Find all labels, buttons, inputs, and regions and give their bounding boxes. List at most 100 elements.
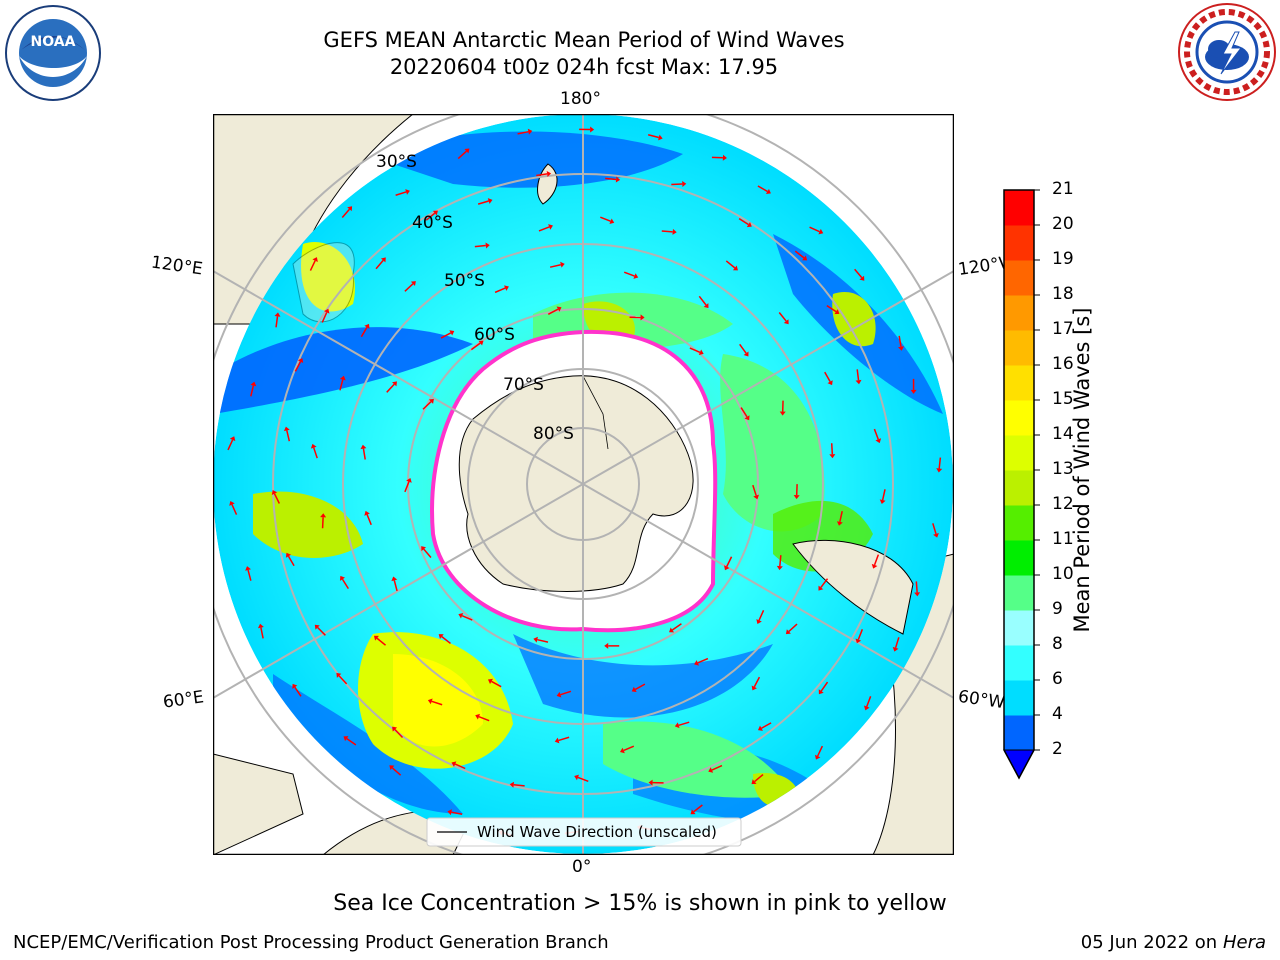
wave-direction-arrowhead	[373, 635, 379, 641]
wave-direction-arrowhead	[682, 180, 687, 187]
wave-direction-arrow	[422, 401, 432, 410]
wave-direction-arrow	[577, 776, 589, 782]
wave-direction-arrowhead	[451, 761, 457, 767]
wave-direction-arrowhead	[360, 444, 367, 450]
wave-direction-arrow	[275, 316, 279, 328]
wave-direction-arrow	[761, 722, 772, 729]
wave-direction-arrow	[758, 609, 765, 621]
wave-direction-arrowhead	[406, 477, 412, 483]
wave-direction-arrow	[778, 312, 787, 322]
wind-wave-arrows	[227, 126, 943, 837]
wave-direction-arrowhead	[855, 638, 862, 644]
wave-direction-arrowhead	[936, 468, 943, 473]
wave-direction-arrow	[779, 555, 782, 567]
wave-direction-arrow	[794, 250, 805, 259]
wave-direction-arrowhead	[834, 309, 840, 315]
wave-direction-arrow	[856, 369, 860, 381]
wave-direction-arrowhead	[310, 443, 317, 449]
wave-direction-arrowhead	[229, 436, 236, 442]
wave-direction-arrowhead	[458, 612, 464, 619]
wave-direction-arrow	[915, 581, 918, 593]
wave-direction-arrowhead	[776, 565, 783, 571]
wave-direction-arrowhead	[802, 255, 808, 261]
wave-direction-arrowhead	[274, 312, 281, 317]
wave-direction-arrow	[457, 150, 467, 160]
colorbar: 2 4 6 8 9 10 11 12 13 14 15 16 17 18 19 20 21	[1000, 179, 1120, 786]
wave-direction-arrowhead	[785, 629, 791, 635]
wave-direction-arrowhead	[546, 170, 552, 177]
wave-direction-arrow	[698, 295, 707, 306]
lon-label-bottom: 0°	[572, 857, 592, 877]
wave-direction-arrow	[739, 343, 747, 354]
wave-direction-arrowhead	[285, 552, 292, 558]
noaa-logo-text: NOAA	[31, 34, 76, 50]
wave-direction-arrow	[547, 308, 559, 315]
wave-direction-arrowhead	[478, 340, 484, 346]
wave-direction-arrowhead	[743, 351, 749, 357]
chart-subtitle: 20220604 t00z 024h fcst Max: 17.95	[389, 55, 779, 79]
wave-direction-arrow	[752, 484, 757, 496]
colorbar-frame	[1003, 189, 1035, 780]
wave-direction-arrow	[494, 287, 506, 294]
wave-direction-arrow	[661, 230, 673, 233]
wave-direction-arrowhead	[380, 257, 386, 263]
wave-direction-arrowhead	[910, 389, 917, 394]
wave-direction-arrow	[227, 439, 234, 451]
colorbar-extend-min	[1003, 749, 1035, 780]
wave-direction-arrow	[623, 745, 635, 752]
colorbar-tick-label: 11	[1052, 529, 1074, 549]
wave-direction-arrow	[286, 430, 291, 442]
wave-direction-arrowhead	[554, 737, 560, 744]
wave-direction-arrowhead	[708, 767, 714, 773]
wave-direction-arrow	[678, 721, 690, 727]
wave-direction-arrowhead	[757, 725, 763, 731]
wave-direction-arrowhead	[604, 642, 609, 649]
wave-direction-arrow	[623, 271, 635, 277]
wave-direction-arrow	[725, 260, 736, 269]
lat-label-40s: 40°S	[412, 213, 453, 233]
noaa-logo: NOAA	[4, 4, 102, 102]
wave-direction-arrow	[536, 173, 548, 177]
wave-direction-arrowhead	[509, 781, 515, 788]
wave-direction-arrowhead	[323, 308, 330, 314]
wave-direction-arrowhead	[245, 566, 251, 571]
colorbar-segment	[1004, 470, 1034, 506]
wave-direction-arrow	[294, 361, 302, 372]
wave-direction-arrowhead	[724, 565, 730, 571]
colorbar-tick-label: 12	[1052, 494, 1074, 514]
wave-direction-arrow	[600, 216, 611, 222]
wave-direction-arrowhead	[703, 303, 709, 309]
wave-direction-arrow	[395, 191, 407, 196]
wave-direction-arrow	[824, 371, 831, 383]
wave-direction-arrow	[376, 637, 387, 646]
wave-direction-arrow	[393, 580, 398, 592]
wave-direction-arrowhead	[271, 490, 278, 495]
wave-direction-arrow	[394, 729, 404, 738]
wave-direction-arrow	[391, 767, 402, 776]
wave-direction-arrow	[250, 385, 255, 397]
colorbar-segment	[1004, 505, 1034, 541]
colorbar-tick-label: 9	[1052, 599, 1063, 619]
wave-direction-arrowhead	[814, 754, 821, 760]
wave-direction-arrow	[605, 177, 617, 181]
colorbar-segment	[1004, 365, 1034, 401]
wave-direction-arrow	[404, 481, 410, 493]
wave-direction-arrow	[647, 134, 659, 139]
wave-direction-arrow	[294, 686, 302, 697]
wave-direction-arrow	[738, 218, 749, 226]
wave-direction-arrowhead	[892, 646, 899, 652]
colorbar-tick-label: 13	[1052, 459, 1074, 479]
wave-direction-arrowhead	[609, 218, 615, 225]
wave-direction-arrowhead	[533, 636, 538, 643]
wave-direction-arrowhead	[364, 323, 370, 329]
wave-direction-arrowhead	[590, 126, 595, 133]
wave-direction-arrowhead	[428, 398, 434, 404]
wave-direction-arrowhead	[818, 585, 824, 591]
wave-direction-arrowhead	[427, 698, 433, 705]
wave-direction-arrowhead	[836, 521, 843, 526]
colorbar-tick-label: 17	[1052, 319, 1074, 339]
colorbar-segment	[1004, 575, 1034, 611]
wave-direction-arrow	[538, 226, 550, 232]
wave-direction-arrow	[537, 638, 549, 643]
wave-direction-arrowhead	[347, 206, 353, 212]
